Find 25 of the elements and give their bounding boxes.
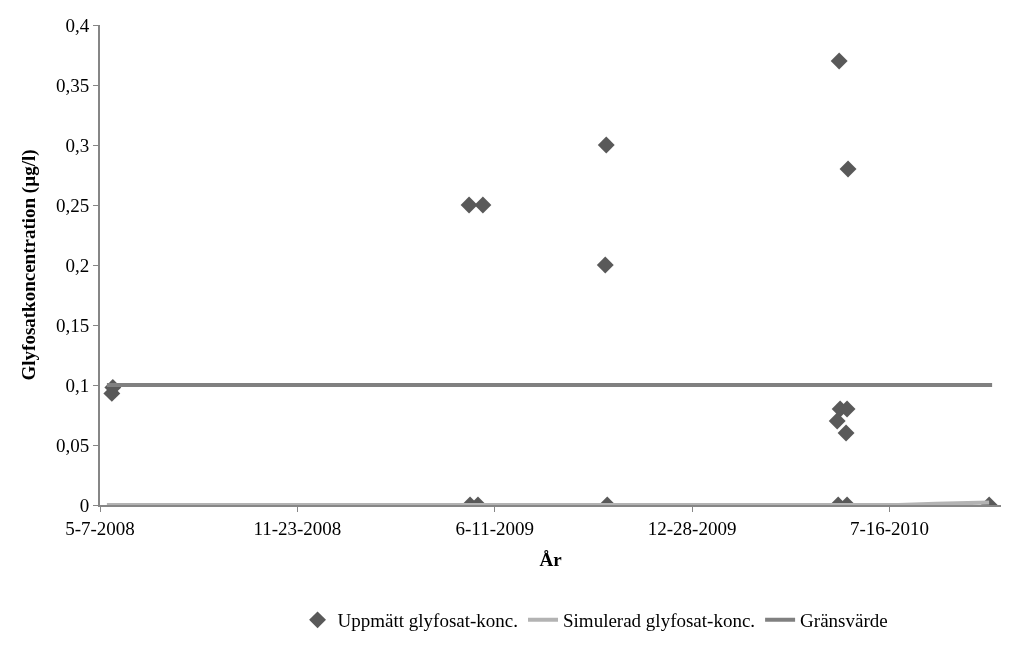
y-tick-label: 0,15 (55, 314, 90, 336)
point (597, 136, 615, 154)
y-tick-label: 0,25 (55, 194, 90, 216)
x-axis-title: År (539, 549, 563, 571)
y-tick-label: 0,1 (65, 374, 90, 396)
point (460, 196, 478, 214)
legend-label: Uppmätt glyfosat-konc. (337, 610, 519, 632)
legend-label: Simulerad glyfosat-konc. (563, 610, 756, 632)
x-tick-label: 5-7-2008 (65, 517, 135, 539)
y-tick-label: 0,3 (65, 134, 90, 156)
y-tick-label: 0,2 (65, 254, 90, 276)
y-tick-label: 0,05 (55, 434, 90, 456)
x-tick-label: 7-16-2010 (849, 517, 930, 539)
x-tick-label: 11-23-2008 (253, 517, 342, 539)
y-tick-label: 0 (79, 494, 90, 516)
y-tick-label: 0,35 (55, 74, 90, 96)
point (830, 52, 848, 70)
x-tick-label: 6-11-2009 (455, 517, 534, 539)
legend-label: Gränsvärde (800, 610, 888, 632)
x-tick-label: 12-28-2009 (647, 517, 737, 539)
point (474, 196, 492, 214)
point (839, 160, 857, 178)
y-axis-title: Glyfosatkoncentration (µg/l) (18, 149, 41, 381)
point (596, 256, 614, 274)
y-tick-label: 0,4 (65, 14, 90, 36)
